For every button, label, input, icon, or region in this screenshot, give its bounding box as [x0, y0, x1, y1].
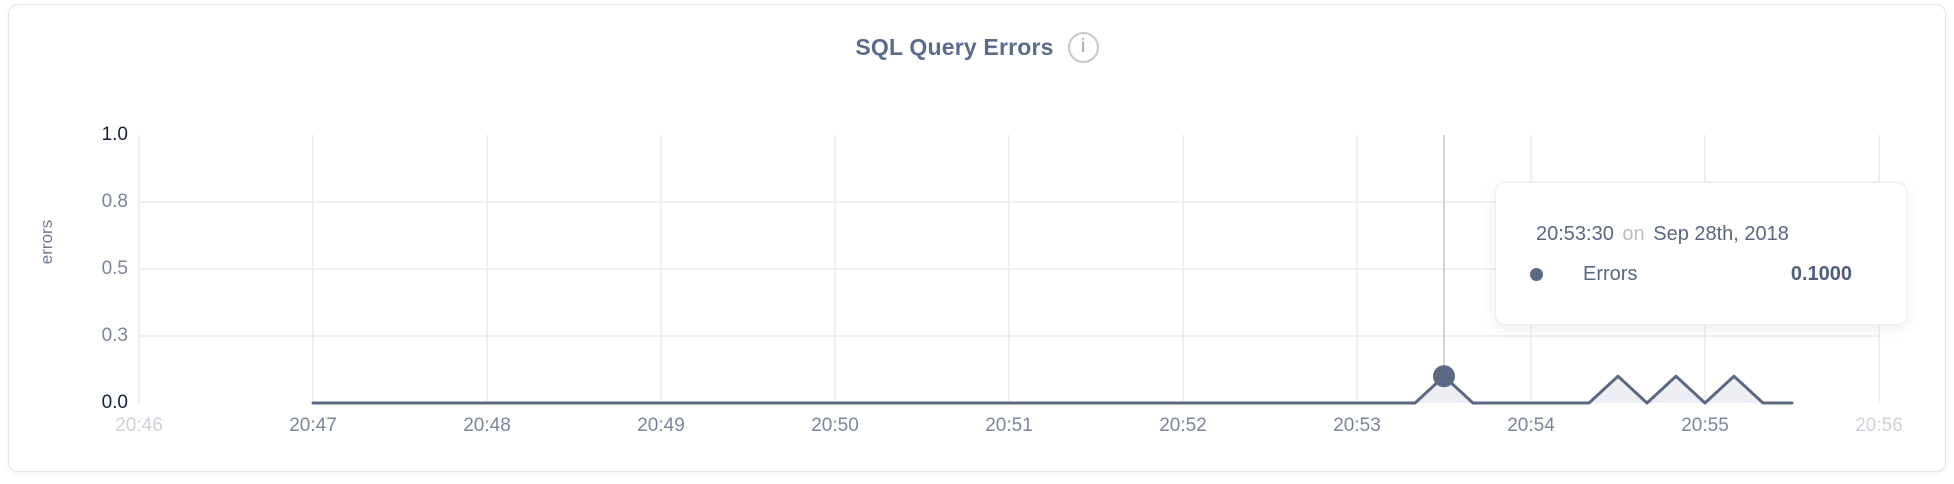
x-tick-label: 20:49 [637, 415, 685, 436]
x-tick-label: 20:51 [985, 415, 1033, 436]
chart-title: SQL Query Errors [855, 33, 1054, 60]
tooltip-series-name: Errors [1583, 263, 1638, 285]
info-icon[interactable]: i [1067, 31, 1099, 63]
x-tick-label: 20:50 [811, 415, 859, 436]
x-tick-label: 20:46 [115, 415, 163, 436]
tooltip-series-row: Errors 0.1000 [1530, 263, 1852, 286]
x-tick-label: 20:52 [1159, 415, 1207, 436]
tooltip-connector: on [1622, 223, 1645, 245]
y-tick-label: 0.8 [101, 191, 128, 212]
x-tick-label: 20:56 [1855, 415, 1903, 436]
x-tick-label: 20:48 [463, 415, 511, 436]
series-area [313, 376, 1792, 403]
x-tick-label: 20:55 [1681, 415, 1729, 436]
tooltip: 20:53:30 on Sep 28th, 2018 Errors 0.1000 [1495, 182, 1907, 325]
tooltip-date: Sep 28th, 2018 [1653, 223, 1789, 245]
series-bullet-icon [1530, 268, 1543, 281]
chart-header: SQL Query Errors i [0, 30, 1954, 64]
info-icon-glyph: i [1081, 36, 1086, 57]
x-tick-label: 20:47 [289, 415, 337, 436]
series-line [311, 374, 1794, 405]
y-tick-label: 1.0 [101, 124, 128, 145]
hover-point-marker [1433, 365, 1455, 388]
y-tick-label: 0.0 [101, 392, 128, 413]
x-tick-label: 20:53 [1333, 415, 1381, 436]
x-tick-label: 20:54 [1507, 415, 1555, 436]
tooltip-header: 20:53:30 on Sep 28th, 2018 [1536, 223, 1852, 246]
tooltip-value: 0.1000 [1790, 263, 1852, 285]
y-tick-label: 0.5 [101, 258, 128, 279]
tooltip-time: 20:53:30 [1536, 223, 1614, 245]
y-tick-label: 0.3 [101, 325, 128, 346]
